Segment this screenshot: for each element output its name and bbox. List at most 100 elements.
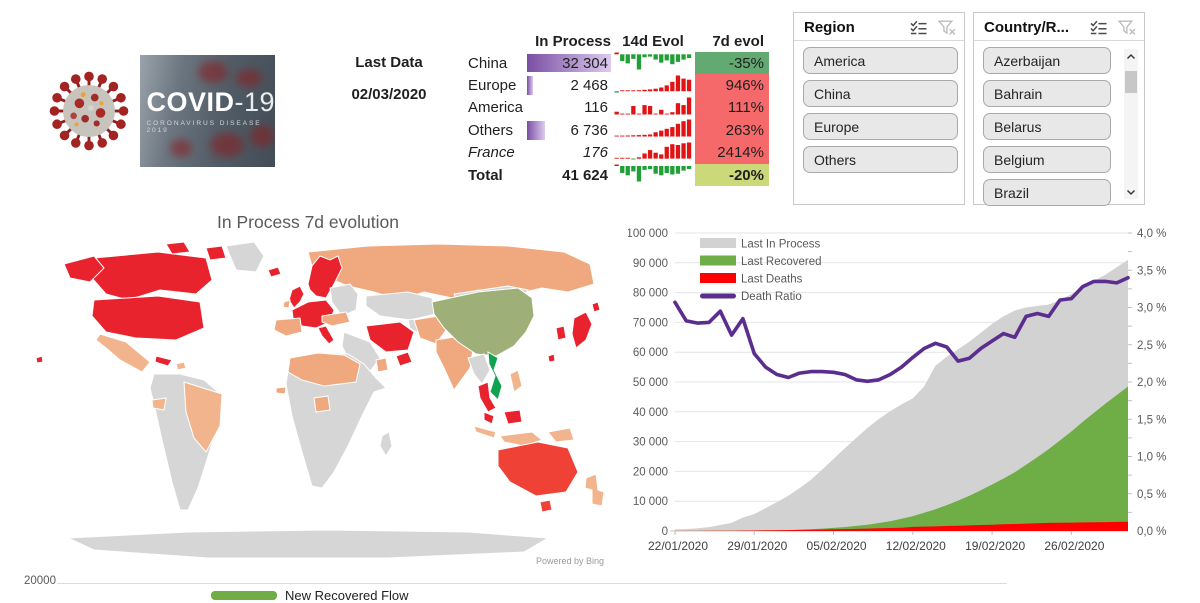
slicer-item-europe[interactable]: Europe: [803, 113, 958, 140]
trend-sparkline: [611, 96, 695, 120]
map-myanmar[interactable]: [468, 354, 490, 384]
table-row-france[interactable]: France 176 2414%: [455, 142, 775, 164]
in-process-cell: 176: [527, 142, 611, 164]
map-ireland[interactable]: [283, 300, 290, 308]
map-senegal[interactable]: [276, 387, 286, 394]
header-14d-evol: 14d Evol: [611, 33, 695, 50]
map-spain[interactable]: [274, 318, 302, 336]
map-japan[interactable]: [572, 312, 592, 348]
evol-7d-cell: 263%: [695, 119, 769, 141]
map-antarctica[interactable]: [68, 530, 548, 558]
map-iceland[interactable]: [268, 267, 281, 277]
map-madagascar[interactable]: [380, 432, 392, 456]
map-indonesia[interactable]: [474, 426, 496, 438]
map-gulf-states[interactable]: [396, 352, 412, 366]
logo-subtitle: CORONAVIRUS DISEASE 2019: [146, 120, 275, 134]
map-australia[interactable]: [498, 442, 578, 496]
summary-table-header: In Process 14d Evol 7d evol: [455, 31, 775, 52]
scrollbar-thumb[interactable]: [1125, 71, 1137, 93]
map-east-europe[interactable]: [330, 284, 358, 316]
svg-text:22/01/2020: 22/01/2020: [648, 539, 708, 553]
map-ecuador[interactable]: [152, 398, 166, 410]
clear-filter-icon[interactable]: [1118, 20, 1136, 35]
region-label: China: [455, 55, 527, 72]
scroll-down-icon[interactable]: [1124, 185, 1138, 199]
map-borneo-malaysia[interactable]: [504, 410, 522, 424]
country-scrollbar[interactable]: [1124, 49, 1138, 199]
covid-logo: COVID-19 CORONAVIRUS DISEASE 2019: [38, 55, 275, 167]
svg-text:80 000: 80 000: [633, 288, 668, 300]
slicer-item-china[interactable]: China: [803, 80, 958, 107]
clear-filter-icon[interactable]: [938, 20, 956, 35]
svg-text:60 000: 60 000: [633, 347, 668, 359]
multi-select-icon[interactable]: [909, 20, 928, 35]
svg-text:100 000: 100 000: [628, 228, 668, 240]
map-title: In Process 7d evolution: [8, 212, 608, 233]
slicer-item-america[interactable]: America: [803, 47, 958, 74]
map-malaysia[interactable]: [484, 412, 494, 424]
slicer-item-belgium[interactable]: Belgium: [983, 146, 1111, 173]
map-new-zealand[interactable]: [585, 474, 604, 506]
in-process-value: 176: [583, 142, 608, 164]
country-slicer-title: Country/R...: [984, 19, 1069, 36]
header-in-process: In Process: [527, 31, 611, 52]
trend-sparkline: [611, 51, 695, 75]
in-process-cell: 32 304: [527, 52, 611, 74]
table-row-others[interactable]: Others 6 736 263%: [455, 119, 775, 141]
map-philippines[interactable]: [510, 370, 522, 392]
evol-7d-cell: 2414%: [695, 142, 769, 164]
evol-7d-cell: 111%: [695, 97, 769, 119]
last-data-label: Last Data: [338, 54, 440, 71]
svg-text:2,0 %: 2,0 %: [1137, 377, 1166, 389]
slicer-item-belarus[interactable]: Belarus: [983, 113, 1111, 140]
map-hawaii[interactable]: [36, 356, 43, 363]
map-south-korea[interactable]: [556, 326, 566, 340]
map-japan[interactable]: [592, 302, 600, 312]
svg-text:26/02/2020: 26/02/2020: [1044, 539, 1104, 553]
in-process-value: 6 736: [570, 119, 608, 141]
map-oman[interactable]: [376, 358, 388, 372]
world-map[interactable]: [8, 240, 608, 565]
map-canada-islands[interactable]: [166, 242, 190, 254]
slicer-item-brazil[interactable]: Brazil: [983, 179, 1111, 206]
slicer-item-others[interactable]: Others: [803, 146, 958, 173]
map-greenland[interactable]: [226, 242, 264, 272]
map-kazakhstan[interactable]: [366, 292, 436, 320]
last-data-card: Last Data 02/03/2020: [338, 54, 440, 103]
map-usa[interactable]: [92, 296, 204, 340]
slicer-item-bahrain[interactable]: Bahrain: [983, 80, 1111, 107]
region-slicer-title: Region: [804, 19, 855, 36]
svg-text:Last Deaths: Last Deaths: [741, 274, 803, 286]
map-cuba[interactable]: [155, 356, 172, 366]
scroll-up-icon[interactable]: [1124, 49, 1138, 63]
map-mexico[interactable]: [96, 334, 150, 372]
region-label: France: [455, 144, 527, 161]
svg-text:12/02/2020: 12/02/2020: [886, 539, 946, 553]
slicer-item-azerbaijan[interactable]: Azerbaijan: [983, 47, 1111, 74]
in-process-cell: 2 468: [527, 74, 611, 96]
svg-text:19/02/2020: 19/02/2020: [965, 539, 1025, 553]
region-label: America: [455, 99, 527, 116]
map-canada-islands[interactable]: [206, 246, 226, 260]
multi-select-icon[interactable]: [1089, 20, 1108, 35]
in-process-value: 2 468: [570, 74, 608, 96]
svg-text:0: 0: [662, 526, 668, 538]
map-caribbean[interactable]: [176, 362, 186, 370]
map-vietnam[interactable]: [488, 352, 502, 400]
map-tasmania[interactable]: [540, 500, 552, 512]
in-process-databar: [527, 121, 545, 139]
virus-image: [38, 55, 140, 167]
svg-text:Last Recovered: Last Recovered: [741, 256, 822, 268]
map-nigeria[interactable]: [314, 396, 330, 412]
map-italy[interactable]: [318, 326, 334, 344]
map-canada[interactable]: [92, 252, 212, 300]
region-label: Others: [455, 122, 527, 139]
map-papua[interactable]: [548, 428, 574, 442]
map-taiwan[interactable]: [548, 354, 555, 362]
